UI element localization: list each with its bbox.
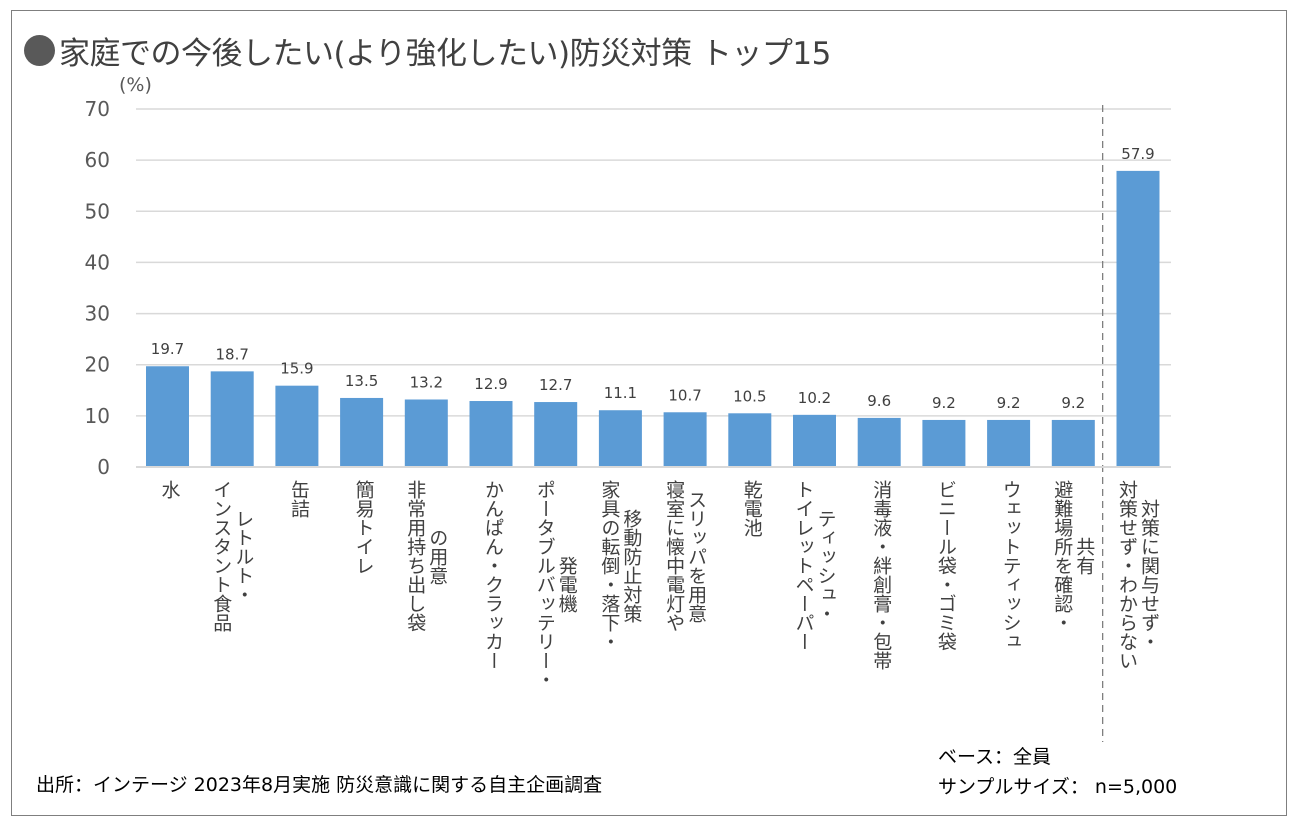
data-label: 13.5	[345, 372, 378, 390]
x-tick-label: 発電機	[555, 556, 578, 613]
data-label: 12.7	[539, 376, 572, 394]
base-text: ベース：全員	[938, 746, 1052, 768]
data-label: 9.2	[1061, 394, 1085, 412]
bar-11	[793, 414, 836, 467]
y-tick-label: 0	[97, 455, 110, 479]
x-tick-label: ウェットティッシュ	[999, 480, 1022, 651]
x-tick-label: 家具の転倒・落下・	[598, 480, 621, 651]
x-tick-label: 対策に関与せず・	[1138, 499, 1160, 651]
x-tick-label: 対策せず・わからない	[1116, 480, 1138, 670]
x-tick-label: 共有	[1073, 537, 1096, 575]
x-tick-label: の用意	[426, 527, 449, 585]
y-tick-label: 40	[85, 250, 110, 274]
bar-10	[728, 413, 772, 467]
x-tick-label: ポータブルバッテリー・	[533, 480, 556, 689]
x-tick-label: インスタント食品	[210, 480, 233, 632]
x-tick-label: スリッパを用意	[685, 489, 708, 623]
x-tick-label: 水	[158, 480, 181, 499]
x-tick-label: トイレットペーパー	[792, 480, 815, 651]
x-tick-label: 非常用持ち出し袋	[404, 480, 427, 632]
bar-15	[1051, 419, 1095, 467]
y-tick-label: 60	[85, 148, 110, 172]
data-label: 10.7	[668, 386, 701, 404]
bar-3	[275, 385, 319, 467]
data-label: 12.9	[474, 375, 507, 393]
bar-8	[598, 410, 642, 467]
bar-14	[987, 419, 1031, 467]
bar-5	[404, 399, 448, 467]
x-tick-label: 缶詰	[287, 480, 310, 518]
y-tick-label: 30	[85, 302, 110, 326]
data-label: 18.7	[215, 345, 248, 363]
base-note: ベース：全員 サンプルサイズ： n=5,000	[938, 742, 1177, 802]
sample-size-text: サンプルサイズ： n=5,000	[938, 776, 1178, 798]
data-label: 9.2	[997, 394, 1021, 412]
bar-4	[340, 397, 384, 467]
bar-16	[1116, 170, 1160, 467]
x-tick-label: 移動防止対策	[620, 508, 643, 623]
y-axis-unit-label: (%)	[119, 74, 152, 96]
data-label: 10.2	[798, 389, 831, 407]
x-tick-label: 乾電池	[740, 480, 763, 537]
y-tick-label: 20	[85, 353, 110, 377]
data-label: 9.2	[932, 394, 956, 412]
bar-7	[534, 402, 578, 467]
x-tick-label: かんぱん・クラッカー	[482, 480, 504, 670]
x-tick-label: 避難場所を確認・	[1051, 480, 1074, 632]
chart-title: 家庭での今後したい(より強化したい)防災対策 トップ15	[24, 28, 831, 73]
data-label: 13.2	[410, 373, 443, 391]
bar-9	[663, 412, 707, 467]
data-label: 19.7	[151, 340, 184, 358]
x-tick-label: 消毒液・絆創膏・包帯	[870, 480, 893, 670]
x-tick-label: ティッシュ・	[814, 508, 837, 623]
bar-12	[857, 417, 901, 467]
bar-2	[210, 371, 254, 467]
source-note: 出所：インテージ 2023年8月実施 防災意識に関する自主企画調査	[36, 774, 603, 796]
bullet-circle-icon	[24, 35, 55, 66]
y-tick-label: 50	[85, 199, 110, 223]
data-label: 9.6	[867, 392, 891, 410]
x-tick-label: 寝室に懐中電灯や	[663, 480, 686, 632]
bar-13	[922, 419, 966, 467]
y-tick-label: 70	[85, 97, 110, 121]
x-tick-label: ビニール袋・ゴミ袋	[934, 480, 957, 651]
data-label: 10.5	[733, 387, 766, 405]
x-tick-label: レトルト・	[232, 508, 255, 604]
chart-title-text: 家庭での今後したい(より強化したい)防災対策 トップ15	[59, 36, 831, 72]
chart-frame	[11, 10, 1287, 816]
bar-1	[146, 366, 189, 467]
x-tick-label: 簡易トイレ	[352, 480, 375, 575]
data-label: 15.9	[280, 360, 313, 378]
bar-6	[469, 401, 513, 467]
y-tick-label: 10	[85, 404, 110, 428]
data-label: 11.1	[604, 384, 637, 402]
data-label: 57.9	[1121, 145, 1154, 163]
